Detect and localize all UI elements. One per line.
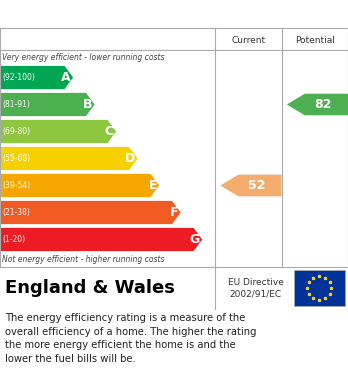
Text: C: C [105,125,114,138]
Text: EU Directive
2002/91/EC: EU Directive 2002/91/EC [228,278,284,298]
Polygon shape [287,94,348,115]
Polygon shape [0,120,116,143]
Text: (92-100): (92-100) [2,73,35,82]
Text: Very energy efficient - lower running costs: Very energy efficient - lower running co… [2,52,165,61]
Text: Current: Current [231,36,266,45]
Text: England & Wales: England & Wales [5,279,175,297]
Text: 52: 52 [247,179,265,192]
Polygon shape [0,228,202,251]
Text: (21-38): (21-38) [2,208,30,217]
Polygon shape [0,93,95,116]
Bar [294,270,345,306]
Text: Not energy efficient - higher running costs: Not energy efficient - higher running co… [2,255,165,264]
Polygon shape [0,174,159,197]
Text: B: B [83,98,93,111]
Text: A: A [61,71,71,84]
Polygon shape [0,201,181,224]
Text: G: G [190,233,200,246]
Text: D: D [125,152,135,165]
Text: The energy efficiency rating is a measure of the
overall efficiency of a home. T: The energy efficiency rating is a measur… [5,313,256,364]
Text: E: E [149,179,157,192]
Text: F: F [170,206,179,219]
Text: Energy Efficiency Rating: Energy Efficiency Rating [73,7,275,22]
Text: (55-68): (55-68) [2,154,30,163]
Text: (81-91): (81-91) [2,100,30,109]
Text: Potential: Potential [295,36,335,45]
Text: (1-20): (1-20) [2,235,25,244]
Polygon shape [0,147,138,170]
Text: 82: 82 [314,98,331,111]
Text: (39-54): (39-54) [2,181,30,190]
Polygon shape [0,66,73,89]
Polygon shape [220,175,282,196]
Text: (69-80): (69-80) [2,127,30,136]
